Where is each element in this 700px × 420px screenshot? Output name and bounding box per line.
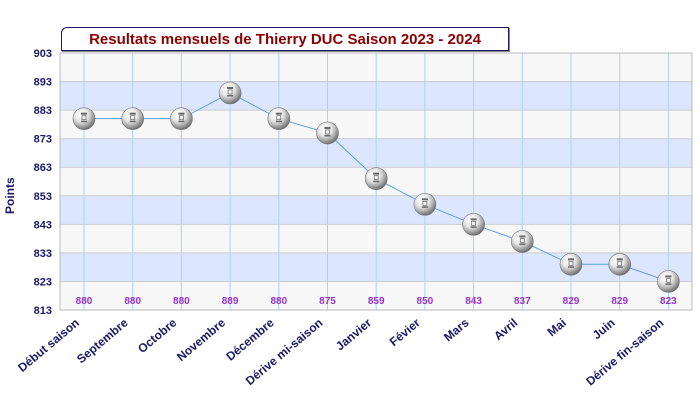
x-tick-label: Mai: [545, 316, 569, 340]
y-tick-label: 833: [34, 248, 52, 260]
data-label: 880: [270, 296, 287, 307]
data-point-marker: [510, 230, 534, 253]
x-tick-label: Juin: [590, 316, 618, 343]
data-point-marker: [170, 107, 193, 130]
chart-title: Resultats mensuels de Thierry DUC Saison…: [89, 31, 481, 48]
x-tick-label: Octobre: [135, 315, 179, 356]
x-tick-label: Janvier: [333, 315, 374, 353]
y-tick-label: 873: [34, 134, 52, 146]
data-label: 875: [319, 296, 336, 307]
y-tick-label: 893: [34, 77, 52, 89]
x-tick-label: Septembre: [74, 315, 131, 366]
data-point-marker: [462, 213, 485, 236]
data-label: 829: [611, 296, 628, 307]
y-tick-label: 823: [34, 276, 52, 288]
x-tick-label: Avril: [491, 316, 520, 344]
data-point-marker: [316, 121, 339, 145]
y-tick-label: 853: [34, 191, 52, 203]
data-label: 880: [173, 296, 190, 307]
data-point-marker: [413, 193, 437, 216]
x-tick-label: Févier: [387, 315, 423, 349]
data-point-marker: [218, 81, 242, 105]
data-point-marker: [72, 107, 96, 130]
data-point-marker: [657, 270, 680, 293]
y-tick-label: 843: [34, 219, 52, 231]
y-tick-label: 863: [34, 162, 52, 174]
data-label: 850: [417, 296, 434, 307]
data-point-marker: [364, 167, 388, 190]
data-point-marker: [608, 253, 632, 276]
y-tick-label: 813: [34, 305, 52, 317]
data-label: 843: [465, 296, 482, 307]
data-label: 880: [76, 296, 93, 307]
data-label: 889: [222, 296, 239, 307]
data-point-marker: [121, 107, 144, 130]
x-tick-label: Mars: [441, 315, 472, 344]
data-label: 837: [514, 296, 531, 307]
x-tick-label: Début saison: [15, 316, 82, 375]
data-label: 829: [563, 296, 580, 307]
y-tick-label: 903: [34, 48, 52, 60]
data-label: 823: [660, 296, 677, 307]
chart-title-box: Resultats mensuels de Thierry DUC Saison…: [61, 27, 509, 51]
data-label: 880: [124, 296, 141, 307]
data-point-marker: [267, 107, 291, 130]
data-label: 859: [368, 296, 385, 307]
data-point-marker: [559, 253, 583, 276]
plot-frame: [59, 52, 693, 311]
y-axis-title-text: Points: [3, 177, 17, 214]
y-axis-title: Points: [3, 177, 27, 214]
x-tick-label: Novembre: [174, 315, 228, 364]
y-tick-label: 883: [34, 105, 52, 117]
